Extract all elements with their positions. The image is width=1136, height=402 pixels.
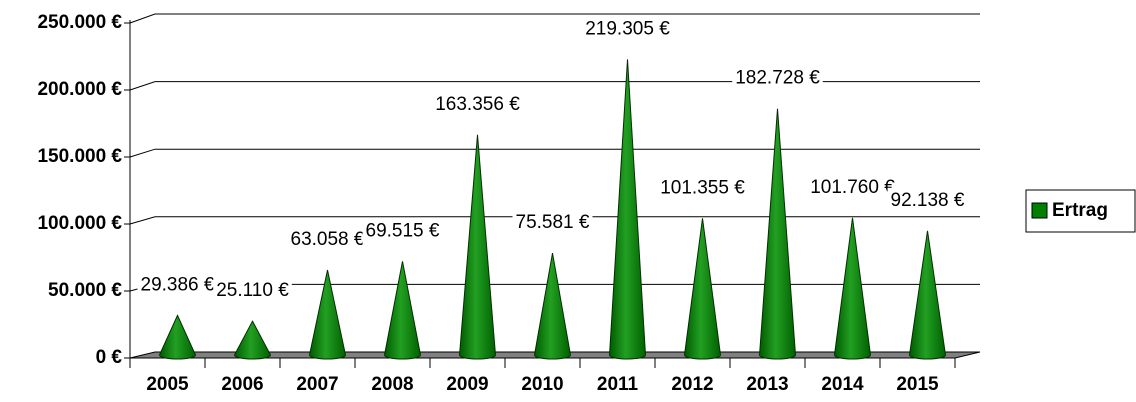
value-label-bg: [213, 278, 292, 305]
y-tick-label: 100.000 €: [37, 213, 122, 234]
y-tick-label: 150.000 €: [37, 146, 122, 167]
value-label: 25.110 €: [216, 280, 289, 301]
x-tick-label: 2005: [146, 374, 189, 395]
value-label-bg: [807, 174, 898, 201]
x-tick-label: 2009: [446, 374, 488, 395]
value-label: 219.305 €: [585, 18, 670, 39]
cone: [608, 59, 647, 360]
cone: [833, 217, 872, 360]
legend: Ertrag: [1025, 189, 1136, 233]
value-label: 69.515 €: [366, 220, 440, 241]
grid-line: [129, 216, 980, 225]
value-label: 163.356 €: [435, 94, 520, 115]
value-label-bg: [512, 210, 593, 237]
cone: [233, 320, 272, 360]
cone: [758, 108, 797, 360]
y-tick-label: 200.000 €: [37, 79, 122, 100]
value-label-bg: [287, 226, 368, 253]
legend-swatch: [1031, 202, 1048, 219]
cone: [533, 253, 572, 360]
y-tick-label: 250.000 €: [37, 12, 122, 33]
y-tick-label: 50.000 €: [48, 280, 122, 301]
x-tick-label: 2007: [296, 374, 338, 395]
value-label: 182.728 €: [735, 68, 820, 89]
x-tick-label: 2013: [746, 374, 788, 395]
value-label-bg: [582, 16, 673, 43]
value-label: 92.138 €: [891, 190, 965, 211]
x-tick-label: 2015: [896, 374, 939, 395]
x-tick-label: 2012: [671, 374, 713, 395]
y-tick-label: 0 €: [96, 347, 123, 368]
grid-line: [129, 13, 980, 24]
x-tick-label: 2006: [221, 374, 263, 395]
value-label-bg: [137, 272, 218, 299]
cone: [458, 134, 497, 360]
cone: [308, 269, 347, 360]
cone: [683, 218, 722, 360]
x-tick-label: 2008: [371, 374, 413, 395]
x-tick-label: 2010: [521, 374, 563, 395]
grid-line: [129, 81, 980, 91]
value-label: 75.581 €: [516, 212, 590, 233]
value-label: 101.355 €: [660, 177, 745, 198]
value-label: 101.760 €: [810, 177, 895, 198]
value-label: 29.386 €: [141, 274, 215, 295]
x-tick-label: 2014: [821, 374, 864, 395]
value-label-bg: [362, 218, 443, 245]
cone: [383, 261, 422, 360]
grid-line: [129, 148, 980, 158]
value-label-bg: [732, 65, 823, 92]
value-label: 63.058 €: [291, 229, 365, 250]
legend-label: Ertrag: [1052, 200, 1108, 221]
value-label-bg: [887, 187, 968, 214]
value-label-bg: [432, 91, 523, 118]
cone: [158, 314, 197, 360]
x-tick-label: 2011: [597, 374, 639, 395]
value-label-bg: [657, 175, 748, 202]
cone: [908, 230, 947, 360]
